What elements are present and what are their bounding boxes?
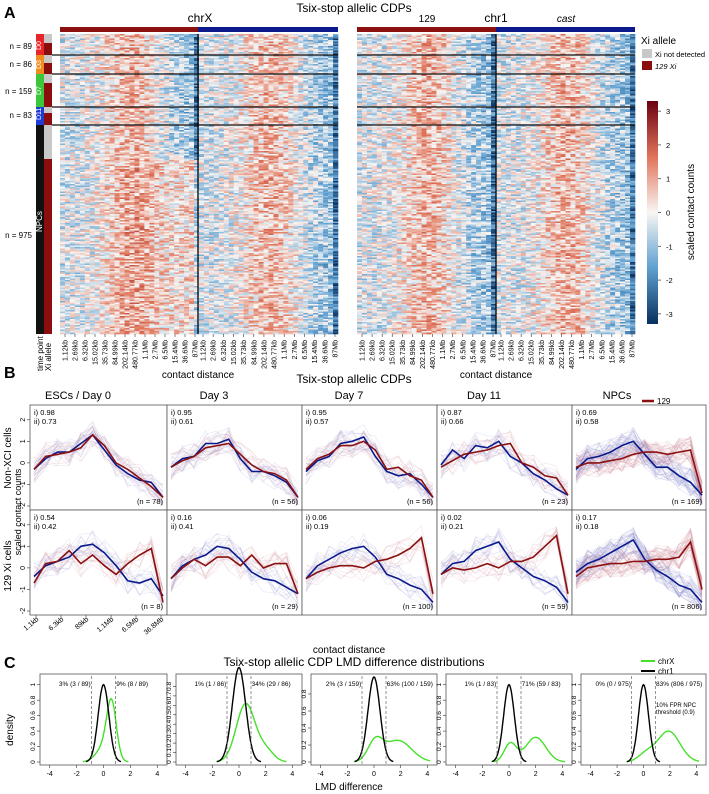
chrx-cell: [65, 333, 70, 335]
chrx-cell: [75, 333, 80, 335]
stage-label-d3: D3: [36, 60, 43, 69]
xi-allele-seg: [44, 74, 52, 83]
chrx-label: chrX: [188, 11, 213, 25]
xi-allele-seg: [44, 107, 52, 113]
stage-label-d0: D0: [36, 41, 43, 50]
chr1-cast-label: cast: [557, 14, 577, 25]
row-count-d7: n = 159: [5, 87, 32, 96]
chrx-cell: [100, 333, 105, 335]
xi-allele-seg: [44, 43, 52, 55]
chrx-cell: [85, 333, 90, 335]
figure: A Tsix-stop allelic CDPs chrX chr1 129 c…: [0, 0, 709, 794]
chr1-label: chr1: [484, 11, 508, 25]
chrx-cell: [90, 333, 95, 335]
heatmap-chrx: [60, 34, 338, 334]
chrx-cell: [80, 333, 85, 335]
xi-allele-seg: [44, 83, 52, 107]
chrx-cast-bar: [198, 27, 338, 32]
xi-allele-seg: [44, 159, 52, 334]
chrx-cell: [95, 333, 100, 335]
xi-allele-seg: [44, 34, 52, 43]
xi-allele-seg: [44, 63, 52, 74]
panel-a-letter: A: [4, 5, 16, 22]
chr1-129-bar: [357, 27, 496, 32]
xi-allele-seg: [44, 125, 52, 159]
stage-label-d7: D7: [36, 86, 43, 95]
xi-allele-seg: [44, 113, 52, 125]
row-count-d0: n = 89: [10, 42, 33, 51]
chrx-129-bar: [60, 27, 198, 32]
stage-label-d11: D11: [36, 108, 43, 120]
row-count-npcs: n = 975: [5, 231, 32, 240]
row-annotation-columns: D0 D3 D7 D11 NPCs time point Xi allele: [35, 34, 53, 371]
chr1-129-label: 129: [419, 14, 436, 25]
panel-a: A Tsix-stop allelic CDPs chrX chr1 129 c…: [4, 1, 705, 381]
stage-label-npcs: NPCs: [35, 211, 44, 232]
row-count-d3: n = 86: [10, 60, 33, 69]
row-count-d11: n = 83: [10, 111, 33, 120]
panel-a-title: Tsix-stop allelic CDPs: [296, 1, 411, 15]
chrx-cell: [70, 333, 75, 335]
xi-allele-seg: [44, 55, 52, 63]
xi-allele-axis-label: Xi allele: [44, 342, 53, 371]
chr1-cast-bar: [496, 27, 635, 32]
chrx-cell: [105, 333, 110, 335]
chrx-cell: [60, 333, 65, 335]
